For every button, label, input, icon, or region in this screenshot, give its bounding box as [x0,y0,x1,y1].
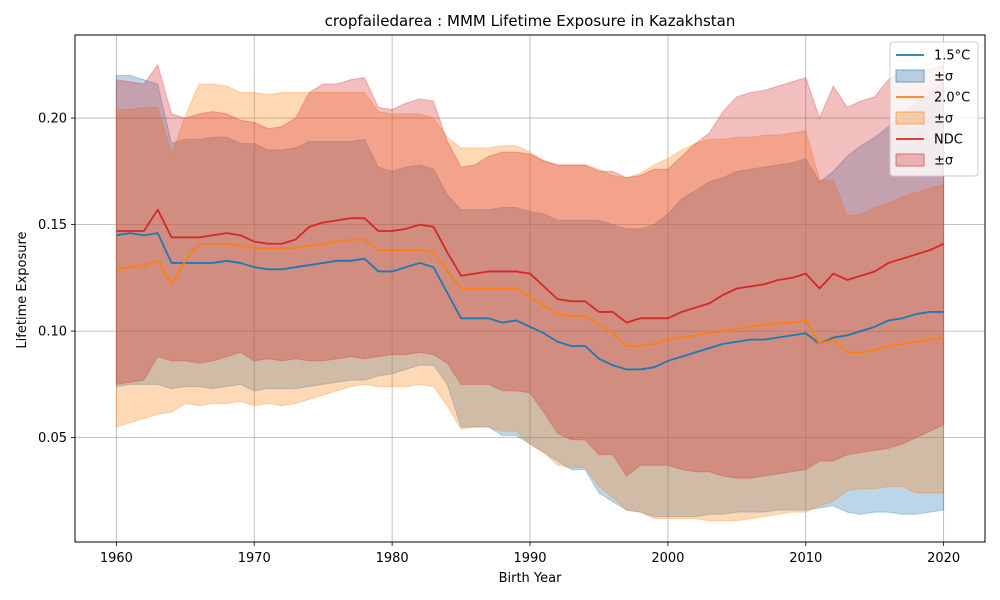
x-tick-label: 2000 [651,551,684,566]
x-axis-label: Birth Year [499,571,563,586]
x-axis: 1960 1970 1980 1990 2000 2010 2020 [100,542,960,566]
legend-label-2-0-c: 2.0°C [934,91,970,106]
x-tick-label: 1970 [238,551,271,566]
band-1-5-c [115,74,945,517]
band-layer [115,63,945,522]
line-ndc [116,208,945,324]
legend-label-1-5-c: 1.5°C [934,49,970,64]
legend-band-label-ndc: ±σ [934,154,953,169]
chart-title: cropfailedarea : MMM Lifetime Exposure i… [325,12,736,30]
legend-box [889,41,979,177]
y-tick-label: 0.20 [38,112,67,127]
y-axis-label: Lifetime Exposure [15,231,30,348]
x-tick-label: 2010 [789,551,822,566]
x-tick-label: 2020 [927,551,960,566]
legend-patch-2-0-c [895,111,925,125]
legend: 1.5°C ±σ 2.0°C ±σ NDC ±σ [889,41,979,177]
y-axis: 0.05 0.10 0.15 0.20 [38,112,75,446]
line-1-5-c [116,232,944,371]
y-tick-label: 0.15 [38,218,67,233]
legend-label-ndc: NDC [934,133,963,148]
y-tick-label: 0.10 [38,325,67,340]
band-2-0-c [115,83,945,522]
y-tick-label: 0.05 [38,431,67,446]
x-tick-label: 1990 [513,551,546,566]
x-tick-label: 1980 [376,551,409,566]
band-ndc [115,63,945,479]
plot-area [74,34,986,543]
x-tick-label: 1960 [100,551,133,566]
grid-layer [75,35,985,542]
legend-patch-1-5-c [895,69,925,83]
legend-patch-ndc [895,153,925,167]
legend-band-label-1-5-c: ±σ [934,70,953,85]
line-2-0-c [116,238,944,354]
line-layer [116,208,945,371]
legend-band-label-2-0-c: ±σ [934,112,953,127]
